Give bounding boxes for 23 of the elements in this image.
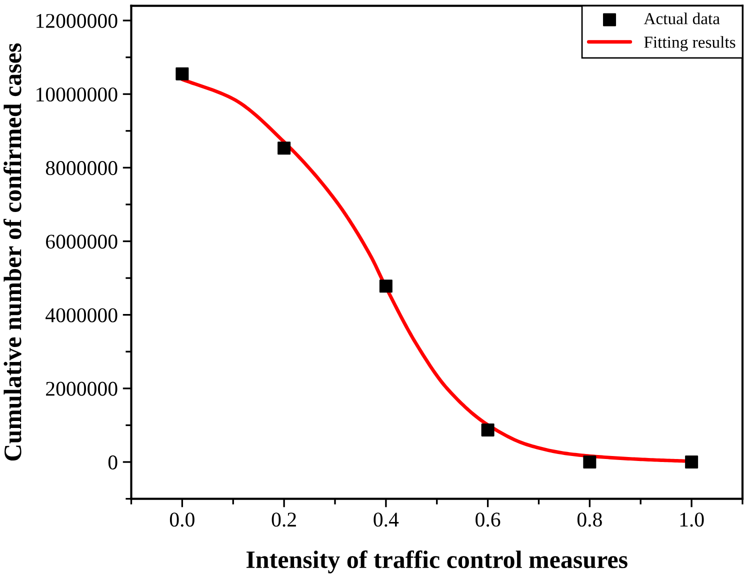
y-axis-title: Cumulative number of confirmed cases: [3, 43, 22, 461]
point: [481, 423, 494, 437]
x-axis-title: Intensity of traffic control measures: [246, 550, 628, 574]
legend-label: Fitting results: [644, 36, 736, 52]
point: [685, 456, 698, 469]
x-tick-label: 0.6: [476, 512, 500, 527]
y-tick-label: 4000000: [46, 308, 118, 322]
y-tick-label: 0: [108, 455, 118, 470]
x-tick-label: 1.0: [680, 512, 704, 527]
y-tick-label: 6000000: [46, 234, 118, 249]
point: [176, 67, 189, 80]
x-tick-label: 0.0: [170, 512, 194, 527]
y-tick-label: 2000000: [46, 382, 118, 396]
point: [583, 456, 596, 469]
y-tick-label: 10000000: [36, 87, 118, 102]
y-tick-label: 12000000: [36, 14, 118, 28]
x-tick-label: 0.2: [272, 512, 296, 527]
point: [278, 142, 291, 155]
y-tick-label: 8000000: [46, 161, 118, 176]
legend-label: Actual data: [644, 12, 720, 24]
x-tick-label: 0.4: [374, 512, 399, 527]
point: [379, 280, 392, 293]
x-tick-label: 0.8: [577, 512, 602, 527]
